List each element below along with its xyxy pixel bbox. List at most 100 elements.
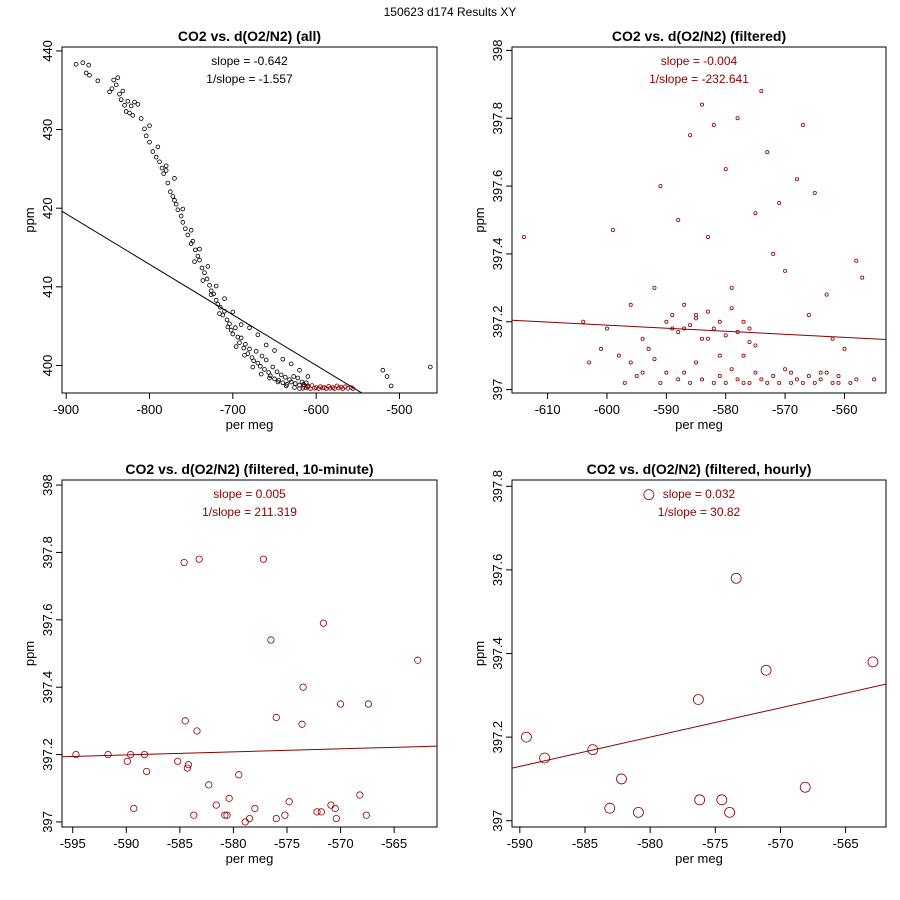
data-point	[233, 344, 239, 349]
slope-annotation: slope = -0.004	[661, 54, 738, 68]
data-point	[384, 374, 390, 379]
data-point	[640, 336, 645, 341]
data-point	[705, 336, 710, 341]
data-point	[268, 373, 273, 379]
x-tick-label: -570	[772, 402, 798, 417]
data-point	[705, 234, 710, 239]
data-point	[170, 194, 176, 199]
slope-annotation: slope = -0.642	[211, 54, 288, 68]
data-point	[245, 814, 254, 823]
data-point	[161, 171, 166, 176]
data-point	[327, 801, 335, 809]
data-point	[165, 180, 171, 186]
data-point	[824, 292, 829, 297]
x-tick-label: -500	[386, 402, 412, 417]
data-point	[157, 159, 162, 165]
data-point	[729, 306, 734, 311]
data-point	[193, 247, 198, 253]
data-point	[658, 184, 663, 189]
data-point	[272, 376, 277, 382]
x-tick-label: -590	[113, 836, 139, 851]
y-tick-label: 397.8	[490, 102, 505, 135]
data-point	[771, 251, 776, 256]
data-point	[735, 377, 740, 382]
data-point	[218, 304, 223, 310]
data-point	[190, 238, 196, 244]
x-tick-label: -900	[53, 402, 79, 417]
data-point	[297, 386, 302, 391]
data-point	[225, 324, 231, 330]
data-point	[281, 811, 289, 819]
data-point	[107, 89, 112, 95]
data-point	[297, 367, 302, 373]
data-point	[83, 70, 89, 76]
data-point	[670, 312, 675, 317]
data-point	[123, 757, 131, 765]
data-point	[130, 804, 138, 813]
x-tick-label: -590	[653, 402, 679, 417]
x-tick-label: -565	[833, 836, 859, 851]
data-point	[539, 752, 550, 764]
data-point	[172, 198, 177, 203]
data-point	[783, 268, 788, 273]
data-point	[87, 73, 92, 78]
data-point	[428, 364, 433, 370]
data-point	[122, 102, 127, 108]
data-point	[723, 333, 728, 338]
data-point	[243, 341, 248, 347]
slope-annotation: slope = 0.005	[213, 487, 286, 501]
data-point	[163, 163, 169, 169]
data-point	[118, 97, 124, 102]
data-point	[280, 380, 286, 386]
data-point	[222, 296, 227, 301]
y-tick-label: 397.8	[490, 470, 505, 503]
data-point	[323, 386, 329, 391]
x-axis-label: per meg	[226, 417, 274, 432]
data-point	[125, 98, 131, 104]
data-point	[223, 811, 231, 819]
data-point	[824, 370, 829, 375]
data-point	[633, 806, 644, 818]
data-point	[298, 720, 306, 728]
data-point	[143, 767, 151, 776]
data-point	[806, 374, 811, 379]
data-point	[747, 380, 752, 385]
plot-frame	[511, 479, 887, 828]
data-point	[288, 379, 294, 385]
data-point	[135, 102, 141, 107]
data-point	[694, 316, 699, 321]
data-point	[181, 717, 189, 725]
data-point	[72, 750, 80, 759]
data-point	[205, 781, 213, 789]
data-point	[682, 302, 687, 307]
y-tick-label: 397.4	[490, 238, 505, 271]
data-point	[730, 572, 742, 584]
data-point	[867, 656, 879, 668]
data-point	[109, 86, 115, 91]
data-point	[174, 757, 182, 765]
data-point	[664, 370, 669, 375]
data-point	[200, 278, 206, 283]
data-point	[317, 808, 325, 816]
data-point	[138, 116, 144, 121]
data-point	[741, 380, 746, 385]
data-point	[646, 346, 651, 351]
data-point	[676, 217, 681, 222]
data-point	[280, 356, 286, 362]
data-point	[818, 370, 823, 375]
x-tick-label: -575	[702, 836, 728, 851]
data-point	[270, 364, 276, 370]
data-point	[143, 133, 149, 139]
data-point	[111, 77, 116, 83]
y-tick-label: 397.6	[40, 604, 55, 637]
x-tick-label: -565	[381, 836, 407, 851]
data-point	[836, 374, 841, 379]
data-point	[274, 369, 280, 375]
data-point	[760, 664, 772, 676]
data-point	[640, 370, 645, 375]
y-tick-label: 398	[490, 40, 505, 62]
data-point	[723, 167, 728, 172]
data-point	[247, 325, 252, 331]
data-point	[211, 291, 216, 297]
